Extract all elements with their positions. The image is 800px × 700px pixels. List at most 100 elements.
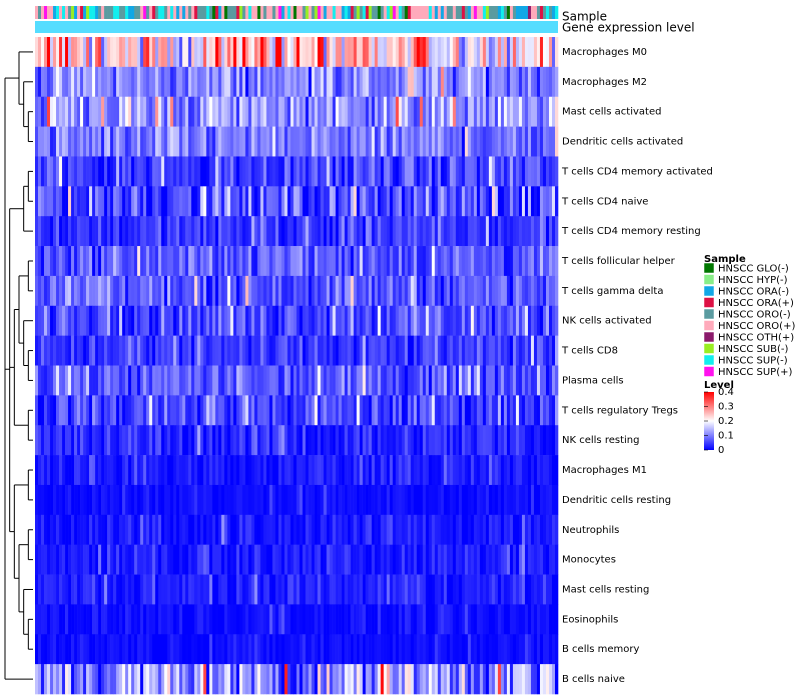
heatmap-cell (386, 216, 390, 247)
heatmap-cell (473, 365, 478, 396)
heatmap-cell (437, 246, 442, 277)
heatmap-cell (254, 246, 258, 277)
sample-annotation-cell (401, 6, 406, 19)
heatmap-cell (329, 186, 333, 217)
heatmap-cell (161, 216, 165, 247)
heatmap-cell (515, 455, 520, 486)
sample-annotation-cell (311, 6, 315, 19)
heatmap-cell (47, 275, 51, 307)
sample-annotation-cell (230, 6, 234, 19)
heatmap-cell (362, 305, 366, 336)
heatmap-cell (470, 574, 475, 605)
heatmap-cell (104, 395, 108, 426)
heatmap-cell (164, 275, 168, 307)
heatmap-cell (479, 186, 484, 217)
heatmap-cell (461, 275, 466, 307)
heatmap-cell (314, 544, 318, 575)
heatmap-cell (179, 514, 183, 545)
heatmap-cell (371, 216, 375, 247)
heatmap-cell (113, 335, 117, 366)
heatmap-cell (92, 156, 96, 187)
heatmap-cell (104, 216, 108, 247)
heatmap-cell (533, 96, 538, 127)
heatmap-cell (458, 484, 463, 516)
heatmap-cell (95, 216, 99, 247)
heatmap-cell (530, 425, 535, 456)
heatmap-cell (428, 156, 433, 187)
heatmap-cell (182, 335, 186, 366)
heatmap-cell (485, 574, 490, 605)
heatmap-cell (410, 186, 415, 217)
heatmap-cell (122, 514, 126, 545)
heatmap-cell (371, 156, 375, 187)
heatmap-cell (95, 126, 99, 157)
heatmap-cell (116, 335, 120, 366)
heatmap-cell (179, 365, 183, 396)
heatmap-cell (236, 544, 240, 575)
heatmap-cell (83, 604, 87, 635)
heatmap-cell (212, 634, 216, 665)
heatmap-cell (290, 604, 294, 635)
heatmap-cell (146, 634, 150, 665)
heatmap-cell (323, 574, 327, 605)
heatmap-cell (83, 96, 87, 127)
heatmap-cell (398, 156, 403, 187)
heatmap-cell (221, 395, 225, 426)
heatmap-cell (221, 604, 225, 635)
heatmap-cell (197, 634, 201, 665)
heatmap-cell (287, 216, 291, 247)
heatmap-cell (311, 604, 315, 635)
heatmap-cell (509, 37, 514, 68)
sample-annotation-cell (155, 6, 159, 19)
heatmap-cell (485, 455, 490, 486)
heatmap-cell (185, 186, 189, 217)
heatmap-cell (128, 365, 132, 396)
sample-annotation-cell (512, 6, 517, 19)
heatmap-cell (125, 484, 129, 516)
heatmap-cell (272, 455, 276, 486)
heatmap-cell (491, 335, 496, 366)
heatmap-cell (380, 335, 384, 366)
heatmap-cell (161, 604, 165, 635)
sample-legend-swatch (703, 331, 715, 343)
heatmap-cell (380, 425, 384, 456)
heatmap-cell (488, 514, 493, 545)
heatmap-cell (131, 37, 135, 68)
heatmap-cell (41, 126, 45, 157)
heatmap-cell (287, 96, 291, 127)
heatmap-cell (137, 604, 141, 635)
heatmap-cell (500, 664, 505, 695)
heatmap-cell (53, 246, 57, 277)
heatmap-cell (482, 514, 487, 545)
heatmap-cell (524, 365, 529, 396)
heatmap-cell (515, 395, 520, 426)
heatmap-cell (209, 574, 213, 605)
heatmap-cell (467, 305, 472, 336)
row-label: T cells CD4 memory resting (561, 226, 701, 237)
heatmap-cell (236, 186, 240, 217)
heatmap-cell (377, 37, 381, 68)
heatmap-cell (488, 96, 493, 127)
heatmap-cell (116, 186, 120, 217)
heatmap-cell (245, 66, 249, 98)
sample-annotation-cell (56, 6, 60, 19)
heatmap-cell (59, 544, 63, 575)
heatmap-cell (341, 604, 345, 635)
heatmap-cell (80, 66, 84, 98)
heatmap-cell (50, 634, 54, 665)
heatmap-cell (245, 37, 249, 68)
heatmap-cell (389, 216, 393, 247)
heatmap-cell (74, 305, 78, 336)
heatmap-cell (65, 634, 69, 665)
heatmap-cell (188, 604, 192, 635)
heatmap-cell (122, 484, 126, 516)
heatmap-cell (161, 275, 165, 307)
heatmap-cell (401, 156, 406, 187)
heatmap-cell (155, 664, 159, 695)
heatmap-cell (452, 335, 457, 366)
heatmap-cell (383, 156, 387, 187)
heatmap-cell (92, 126, 96, 157)
heatmap-cell (464, 514, 469, 545)
heatmap-cell (89, 365, 93, 396)
heatmap-cell (308, 305, 312, 336)
